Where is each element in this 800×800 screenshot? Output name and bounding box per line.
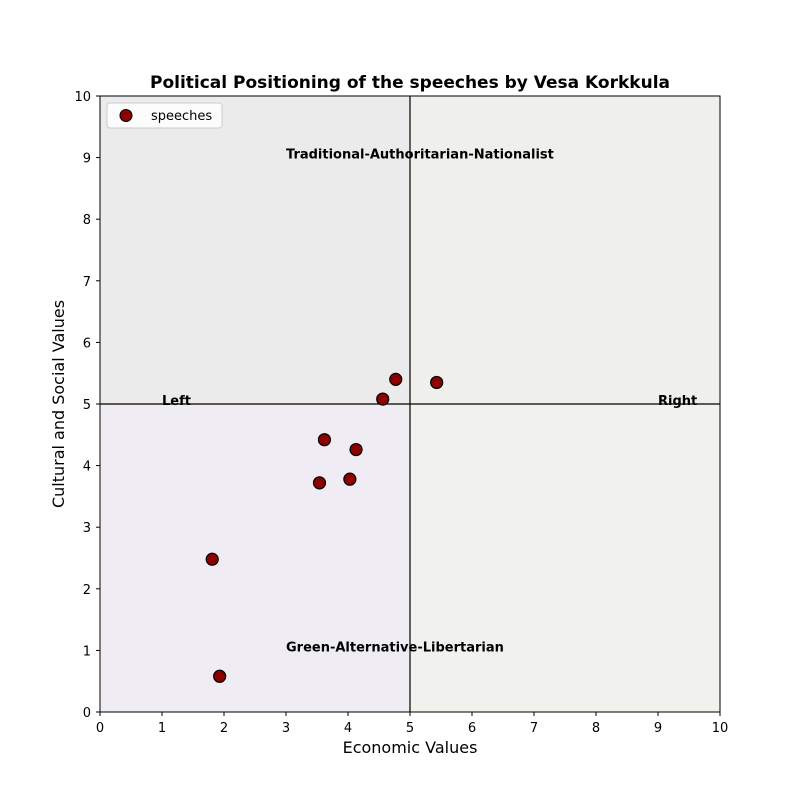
data-point-8 [389, 372, 403, 386]
x-axis-label: Economic Values [343, 738, 478, 757]
x-tick-label: 9 [654, 721, 662, 736]
y-tick-label: 2 [83, 583, 91, 598]
y-tick-label: 0 [83, 706, 91, 721]
legend: speeches [106, 102, 223, 129]
annotation-green-alternative-libertarian: Green-Alternative-Libertarian [286, 640, 504, 655]
y-axis-label: Cultural and Social Values [49, 300, 68, 508]
y-tick-label: 1 [83, 644, 91, 659]
y-tick-label: 9 [83, 152, 91, 167]
x-axis-ticks: 0 1 2 3 4 5 6 7 8 9 10 [96, 712, 728, 736]
quadrant-bottom-right [410, 404, 720, 712]
x-tick-label: 0 [96, 721, 104, 736]
quadrant-top-right [410, 96, 720, 404]
x-tick-label: 1 [158, 721, 166, 736]
legend-box [106, 102, 223, 129]
x-tick-label: 4 [344, 721, 352, 736]
y-tick-label: 7 [83, 275, 91, 290]
legend-marker [119, 109, 133, 122]
y-tick-label: 4 [83, 460, 91, 475]
y-tick-label: 10 [74, 90, 91, 105]
data-point-1 [213, 669, 227, 683]
y-axis-ticks: 0 1 2 3 4 5 6 7 8 9 10 [74, 90, 100, 721]
quadrant-annotations: Traditional-Authoritarian-Nationalist Gre… [162, 148, 697, 656]
y-tick-label: 3 [83, 521, 91, 536]
quadrant-top-left [100, 96, 410, 404]
chart-title: Political Positioning of the speeches by… [150, 73, 670, 93]
quadrant-bottom-left [100, 404, 410, 712]
data-point-7 [376, 392, 390, 406]
y-tick-label: 8 [83, 213, 91, 228]
data-point-3 [312, 476, 327, 490]
x-tick-label: 5 [406, 721, 414, 736]
x-tick-label: 10 [712, 721, 729, 736]
x-tick-label: 8 [592, 721, 600, 736]
data-point-4 [343, 472, 357, 486]
quadrant-backgrounds [100, 96, 720, 712]
data-points [205, 372, 444, 683]
legend-label: speeches [151, 109, 212, 124]
data-point-2 [205, 552, 219, 566]
annotation-right: Right [658, 394, 697, 409]
x-tick-label: 2 [220, 721, 228, 736]
center-lines [100, 96, 720, 712]
x-tick-label: 7 [530, 721, 538, 736]
y-tick-label: 6 [83, 336, 91, 351]
annotation-traditional-authoritarian-nationalist: Traditional-Authoritarian-Nationalist [286, 148, 554, 163]
data-point-9 [430, 375, 444, 390]
annotation-left: Left [162, 394, 191, 409]
x-tick-label: 6 [468, 721, 476, 736]
data-point-6 [349, 442, 363, 457]
y-tick-label: 5 [83, 398, 91, 413]
x-tick-label: 3 [282, 721, 290, 736]
data-point-5 [317, 433, 332, 447]
